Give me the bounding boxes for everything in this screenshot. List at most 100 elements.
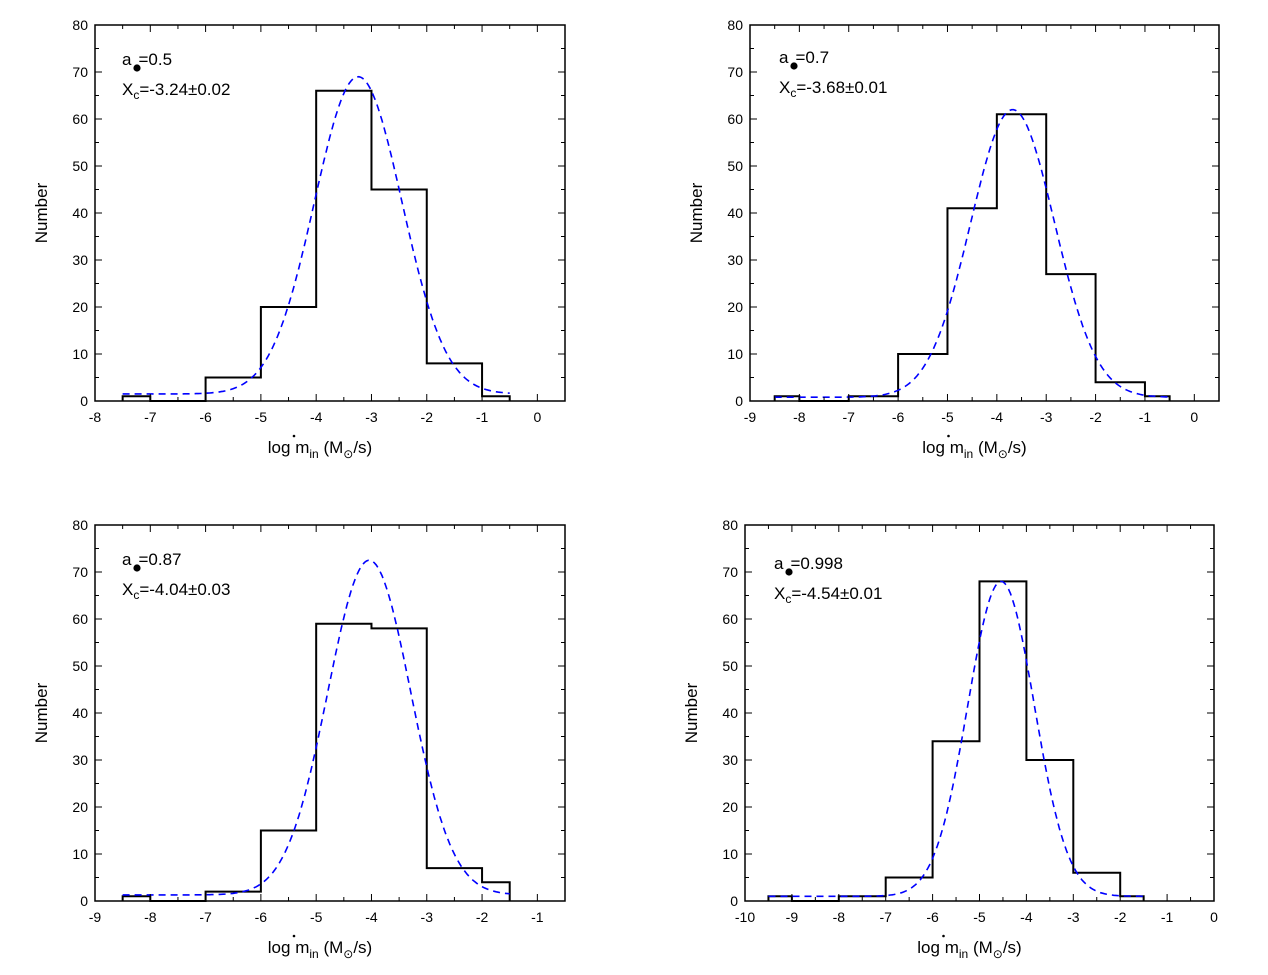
histogram-outline [121, 89, 511, 402]
spin-symbol: a [779, 48, 789, 67]
x-axis-label-part: log [268, 938, 295, 957]
y-tick-label: 70 [727, 64, 743, 80]
y-tick-label: 40 [72, 705, 88, 721]
y-tick-label: 60 [72, 611, 88, 627]
x-tick-label: -8 [89, 409, 102, 425]
x-axis-label: log min (M⊙/s) [268, 938, 372, 961]
x-axis-label: log min (M⊙/s) [268, 438, 372, 461]
x-axis-label-part: m [950, 438, 964, 457]
x-tick-label: -3 [365, 409, 378, 425]
y-tick-label: 80 [72, 17, 88, 33]
x-tick-label: -1 [476, 409, 489, 425]
x-tick-label: -4 [310, 409, 323, 425]
y-tick-label: 0 [730, 893, 738, 909]
spin-symbol: a [774, 554, 784, 573]
x-axis-label-part: /s) [353, 938, 372, 957]
histogram-bar [371, 628, 426, 901]
y-tick-label: 0 [735, 393, 743, 409]
x-tick-label: -4 [991, 409, 1004, 425]
histogram-outline [767, 580, 1145, 902]
x-tick-label: -6 [926, 909, 939, 925]
y-tick-label: 30 [722, 752, 738, 768]
x-tick-label: -3 [1067, 909, 1080, 925]
y-tick-label: 50 [727, 158, 743, 174]
panel-4: -10 -9 -8 -7 -6 -5 -4 -3 -2 -1 001020304050607080N… [682, 517, 1218, 961]
gaussian-fit-line [122, 75, 510, 395]
y-tick-label: 80 [72, 517, 88, 533]
spin-annotation: a =0.998 [774, 554, 843, 573]
x-tick-label: -4 [365, 909, 378, 925]
spin-annotation: a =0.87 [122, 550, 181, 569]
dot-accent-icon [947, 434, 950, 438]
x-tick-label: 0 [1190, 409, 1198, 425]
x-axis-label: log min (M⊙/s) [922, 438, 1026, 461]
histogram-bar [947, 208, 996, 401]
xc-annotation: Xc=-4.54±0.01 [774, 584, 882, 606]
x-tick-label: -9 [786, 909, 799, 925]
gaussian-fit-line [774, 108, 1170, 398]
x-axis-label-part: (M [968, 938, 993, 957]
x-axis-label-part: /s) [1008, 438, 1027, 457]
x-axis-label-part: log [917, 938, 944, 957]
x-tick-label: -8 [833, 909, 846, 925]
black-hole-dot-icon [133, 64, 141, 72]
xc-subscript: c [790, 86, 796, 100]
x-axis-label-part: log [268, 438, 295, 457]
x-axis-label-part: m [945, 938, 959, 957]
y-tick-label: 30 [727, 252, 743, 268]
x-tick-label: -5 [255, 409, 268, 425]
y-tick-label: 0 [80, 393, 88, 409]
y-axis-label: Number [682, 682, 701, 743]
xc-value: =-3.24±0.02 [139, 80, 230, 99]
xc-symbol: X [122, 580, 133, 599]
y-tick-label: 70 [72, 64, 88, 80]
x-tick-label: -1 [1161, 909, 1174, 925]
spin-value: =0.7 [795, 48, 829, 67]
x-tick-label: -8 [793, 409, 806, 425]
y-tick-label: 70 [722, 564, 738, 580]
spin-annotation: a =0.5 [122, 50, 172, 69]
x-axis-label-part: in [309, 947, 318, 961]
x-axis-label-part: log [922, 438, 949, 457]
histogram-bar [316, 624, 371, 901]
y-tick-label: 10 [722, 846, 738, 862]
y-tick-label: 10 [72, 846, 88, 862]
dot-accent-icon [942, 934, 945, 938]
histogram-bar [427, 868, 482, 901]
black-hole-dot-icon [790, 62, 798, 70]
x-tick-label: -2 [476, 909, 489, 925]
y-tick-label: 20 [72, 799, 88, 815]
y-tick-label: 60 [727, 111, 743, 127]
xc-annotation: Xc=-4.04±0.03 [122, 580, 230, 602]
spin-value: =0.87 [138, 550, 181, 569]
y-tick-label: 10 [72, 346, 88, 362]
x-tick-label: -7 [144, 409, 157, 425]
x-tick-label: 0 [1210, 909, 1218, 925]
xc-symbol: X [122, 80, 133, 99]
xc-value: =-4.54±0.01 [791, 584, 882, 603]
gaussian-fit-line [122, 559, 510, 896]
histogram-bar [371, 190, 426, 402]
x-tick-label: -2 [1114, 909, 1127, 925]
spin-annotation: a =0.7 [779, 48, 829, 67]
x-tick-label: -4 [1020, 909, 1033, 925]
gaussian-fit-line [768, 580, 1144, 898]
x-tick-label: -3 [1040, 409, 1053, 425]
y-tick-label: 30 [72, 752, 88, 768]
y-tick-label: 40 [72, 205, 88, 221]
x-tick-label: -7 [843, 409, 856, 425]
y-tick-label: 20 [727, 299, 743, 315]
xc-value: =-3.68±0.01 [796, 78, 887, 97]
y-tick-label: 20 [72, 299, 88, 315]
y-tick-label: 20 [722, 799, 738, 815]
histogram-bar [1046, 274, 1095, 401]
x-tick-label: -5 [310, 909, 323, 925]
x-axis-label-part: m [295, 938, 309, 957]
y-tick-label: 40 [722, 705, 738, 721]
x-tick-label: -1 [531, 909, 544, 925]
x-tick-label: 0 [533, 409, 541, 425]
x-tick-label: -9 [744, 409, 757, 425]
x-tick-label: -5 [941, 409, 954, 425]
x-axis-label-part: /s) [1003, 938, 1022, 957]
